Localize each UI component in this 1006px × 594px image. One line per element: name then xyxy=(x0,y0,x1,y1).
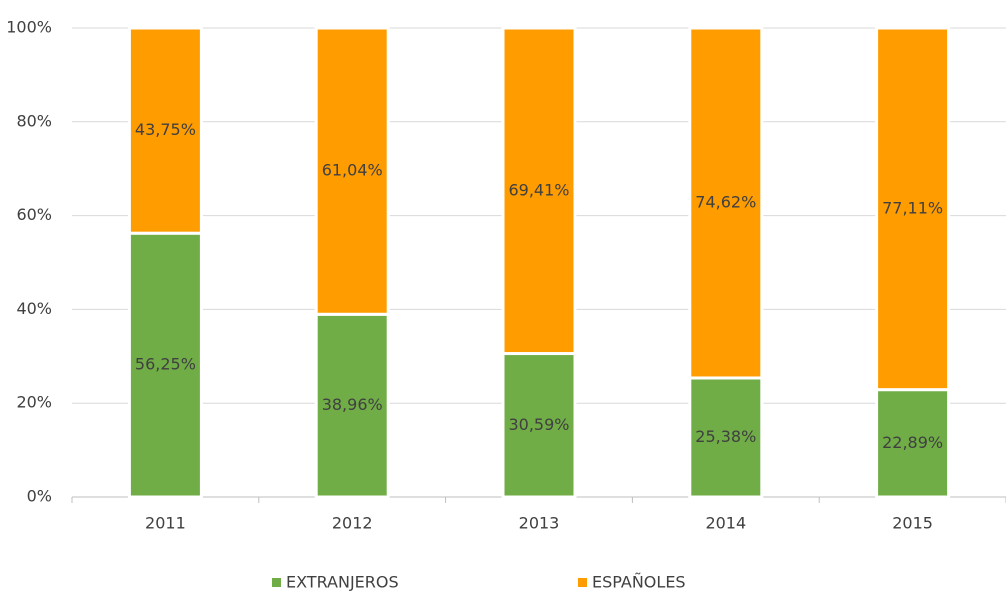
data-label: 25,38% xyxy=(695,427,756,446)
y-tick-label: 0% xyxy=(27,487,52,506)
x-tick-label: 2012 xyxy=(332,514,373,533)
legend-marker xyxy=(272,578,281,587)
y-tick-label: 100% xyxy=(6,18,52,37)
x-tick-label: 2015 xyxy=(892,514,933,533)
y-tick-label: 80% xyxy=(16,111,52,130)
data-label: 43,75% xyxy=(135,120,196,139)
x-tick-label: 2011 xyxy=(145,514,186,533)
bar-segment xyxy=(127,26,203,235)
bar-segment xyxy=(875,26,951,392)
data-label: 74,62% xyxy=(695,192,756,211)
y-tick-label: 20% xyxy=(16,393,52,412)
legend-label: ESPAÑOLES xyxy=(592,573,686,592)
bar-segment xyxy=(688,26,764,380)
x-tick-label: 2013 xyxy=(519,514,560,533)
data-label: 77,11% xyxy=(882,198,943,217)
bar-segment xyxy=(314,312,390,499)
data-label: 38,96% xyxy=(322,395,383,414)
bar-segment xyxy=(127,231,203,499)
data-label: 56,25% xyxy=(135,355,196,374)
legend-label: EXTRANJEROS xyxy=(286,573,399,592)
y-tick-label: 60% xyxy=(16,205,52,224)
x-tick-label: 2014 xyxy=(705,514,746,533)
bar-segment xyxy=(501,352,577,499)
y-tick-label: 40% xyxy=(16,299,52,318)
legend-marker xyxy=(578,578,587,587)
data-label: 69,41% xyxy=(508,180,569,199)
data-label: 22,89% xyxy=(882,433,943,452)
bar-segment xyxy=(501,26,577,356)
data-label: 30,59% xyxy=(508,415,569,434)
bar-segment xyxy=(314,26,390,316)
data-label: 61,04% xyxy=(322,161,383,180)
